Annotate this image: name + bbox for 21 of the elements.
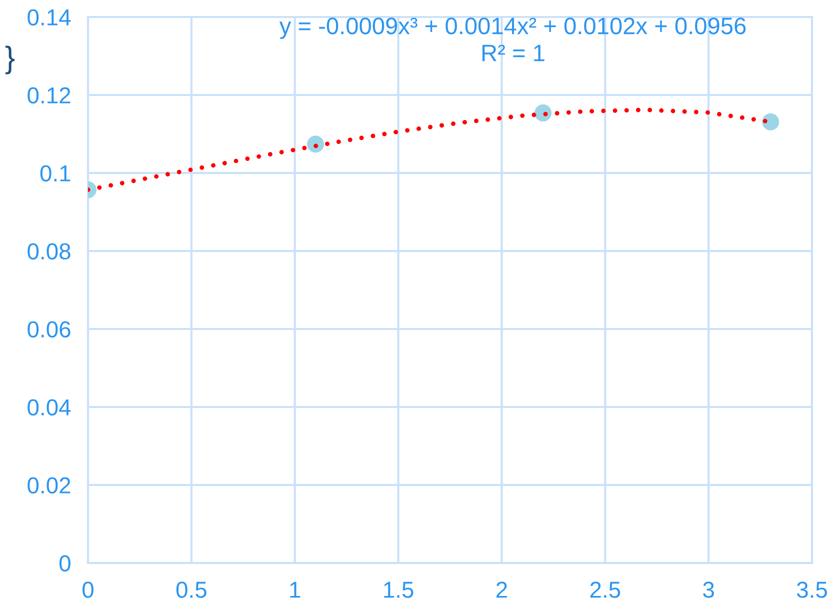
y-tick-label: 0.14 [28,9,71,26]
y-tick-label: 0.06 [28,321,70,338]
x-tick-label: 2 [496,582,507,598]
y-tick-label: 0 [59,555,70,572]
x-tick-label: 0.5 [176,582,206,598]
y-tick-label: 0.02 [28,477,70,494]
annotation: y = -0.0009x³ + 0.0014x² + 0.0102x + 0.0956 [279,18,746,40]
point [534,104,552,122]
text: } [5,46,15,74]
point [762,113,780,130]
y-tick-label: 0.12 [28,87,70,104]
x-tick-label: 1 [290,582,300,598]
y-tick-label: 0.1 [40,165,70,182]
annotation: R² = 1 [482,44,544,62]
x-tick-label: 0 [82,582,94,598]
x-tick-label: 2.5 [590,582,620,598]
y-tick-label: 0.04 [28,399,71,416]
x-tick-label: 1.5 [384,582,414,598]
x-tick-label: 3 [703,582,714,598]
y-tick-label: 0.08 [28,243,70,260]
x-tick-label: 3.5 [796,582,827,598]
